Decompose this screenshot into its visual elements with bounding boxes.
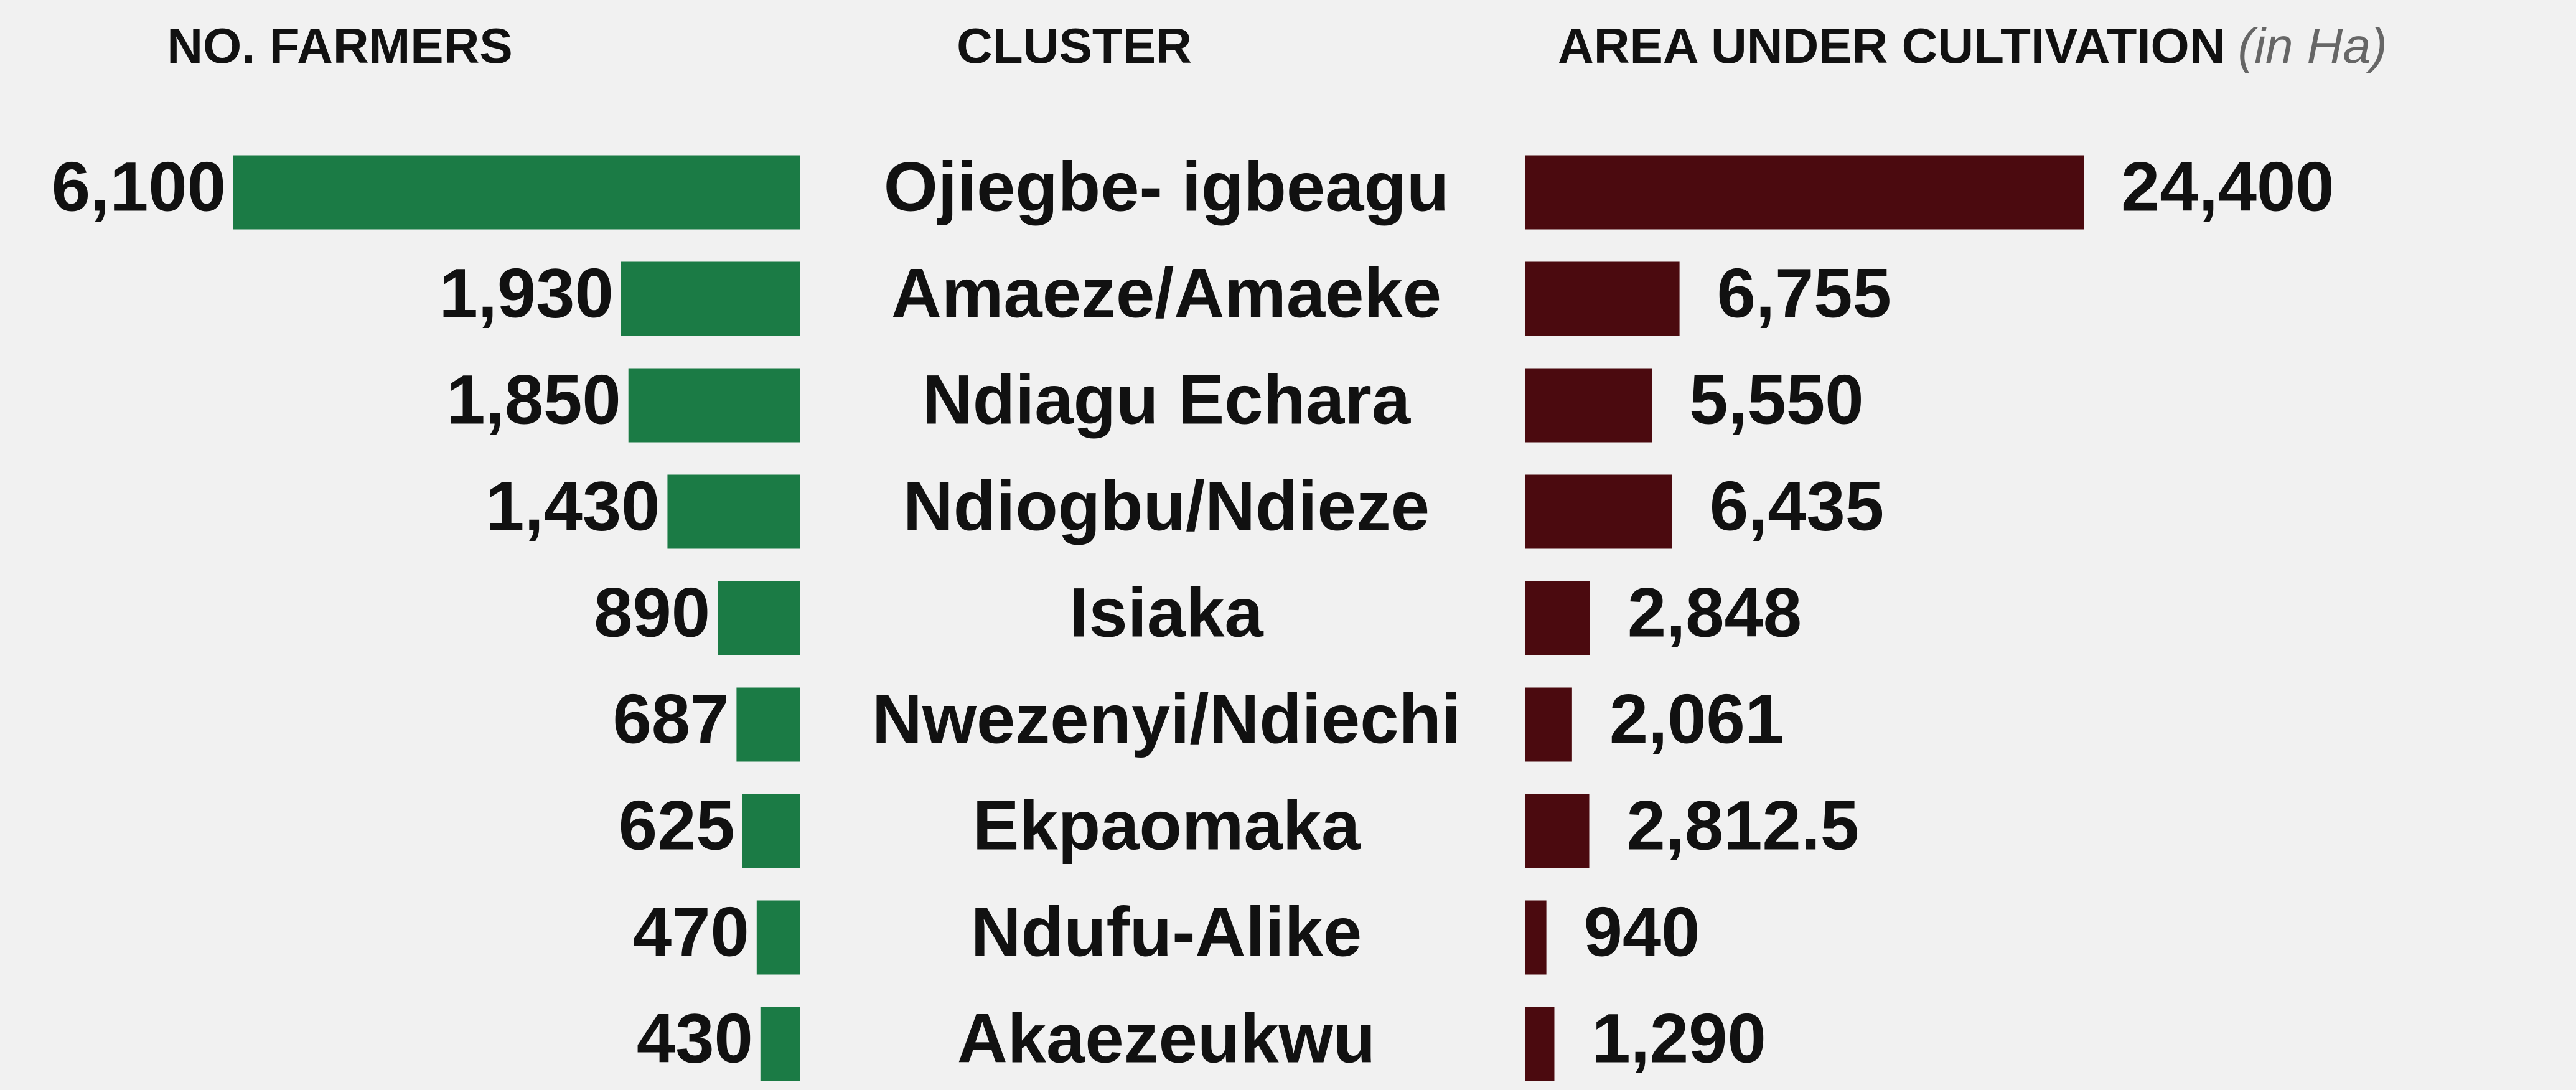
bar [1525,581,1590,655]
value-label: 470 [633,893,749,971]
value-label: 687 [613,680,729,758]
bar [1525,368,1652,443]
category-label: Ndiogbu/Ndieze [903,467,1430,545]
bar [1525,794,1590,868]
value-label: 625 [619,787,735,865]
category-label: Ndufu-Alike [971,893,1362,971]
bar [667,474,800,549]
category-label: Nwezenyi/Ndiechi [872,680,1461,758]
bar [1525,261,1680,336]
category-label: Ndiagu Echara [922,361,1411,439]
value-label: 6,435 [1710,467,1884,545]
value-label: 2,061 [1609,680,1784,758]
value-label: 1,850 [446,361,621,439]
value-label: 5,550 [1689,361,1863,439]
bar [1525,474,1672,549]
value-label: 6,100 [52,148,226,226]
value-label: 1,430 [485,467,660,545]
value-label: 430 [637,1000,753,1078]
value-label: 1,290 [1591,1000,1766,1078]
right-header-name: AREA UNDER CULTIVATION [1558,18,2226,73]
value-label: 6,755 [1717,255,1891,332]
bar [621,261,800,336]
unit: (in Ha) [2238,18,2387,73]
value-label: 24,400 [2121,148,2335,226]
bar [736,687,800,762]
bar [1525,900,1547,975]
category-label: Ekpaomaka [973,787,1361,865]
bar [1525,155,2084,230]
bar [1525,1007,1555,1081]
value-label: 890 [594,574,710,652]
bar [760,1007,800,1081]
category-header: CLUSTER [957,18,1192,73]
bar [233,155,800,230]
category-label: Amaeze/Amaeke [891,255,1441,332]
bar [742,794,800,868]
right-header: AREA UNDER CULTIVATION (in Ha) [1558,18,2387,73]
bar [756,900,800,975]
value-label: 940 [1584,893,1700,971]
value-label: 2,812.5 [1627,787,1860,865]
value-label: 1,930 [439,255,613,332]
bar [1525,687,1572,762]
category-label: Isiaka [1069,574,1263,652]
bar [718,581,800,655]
category-label: Akaezeukwu [957,1000,1375,1078]
bar [628,368,800,443]
category-label: Ojiegbe- igbeagu [884,148,1450,226]
value-label: 2,848 [1628,574,1802,652]
left-header: NO. FARMERS [167,18,513,73]
